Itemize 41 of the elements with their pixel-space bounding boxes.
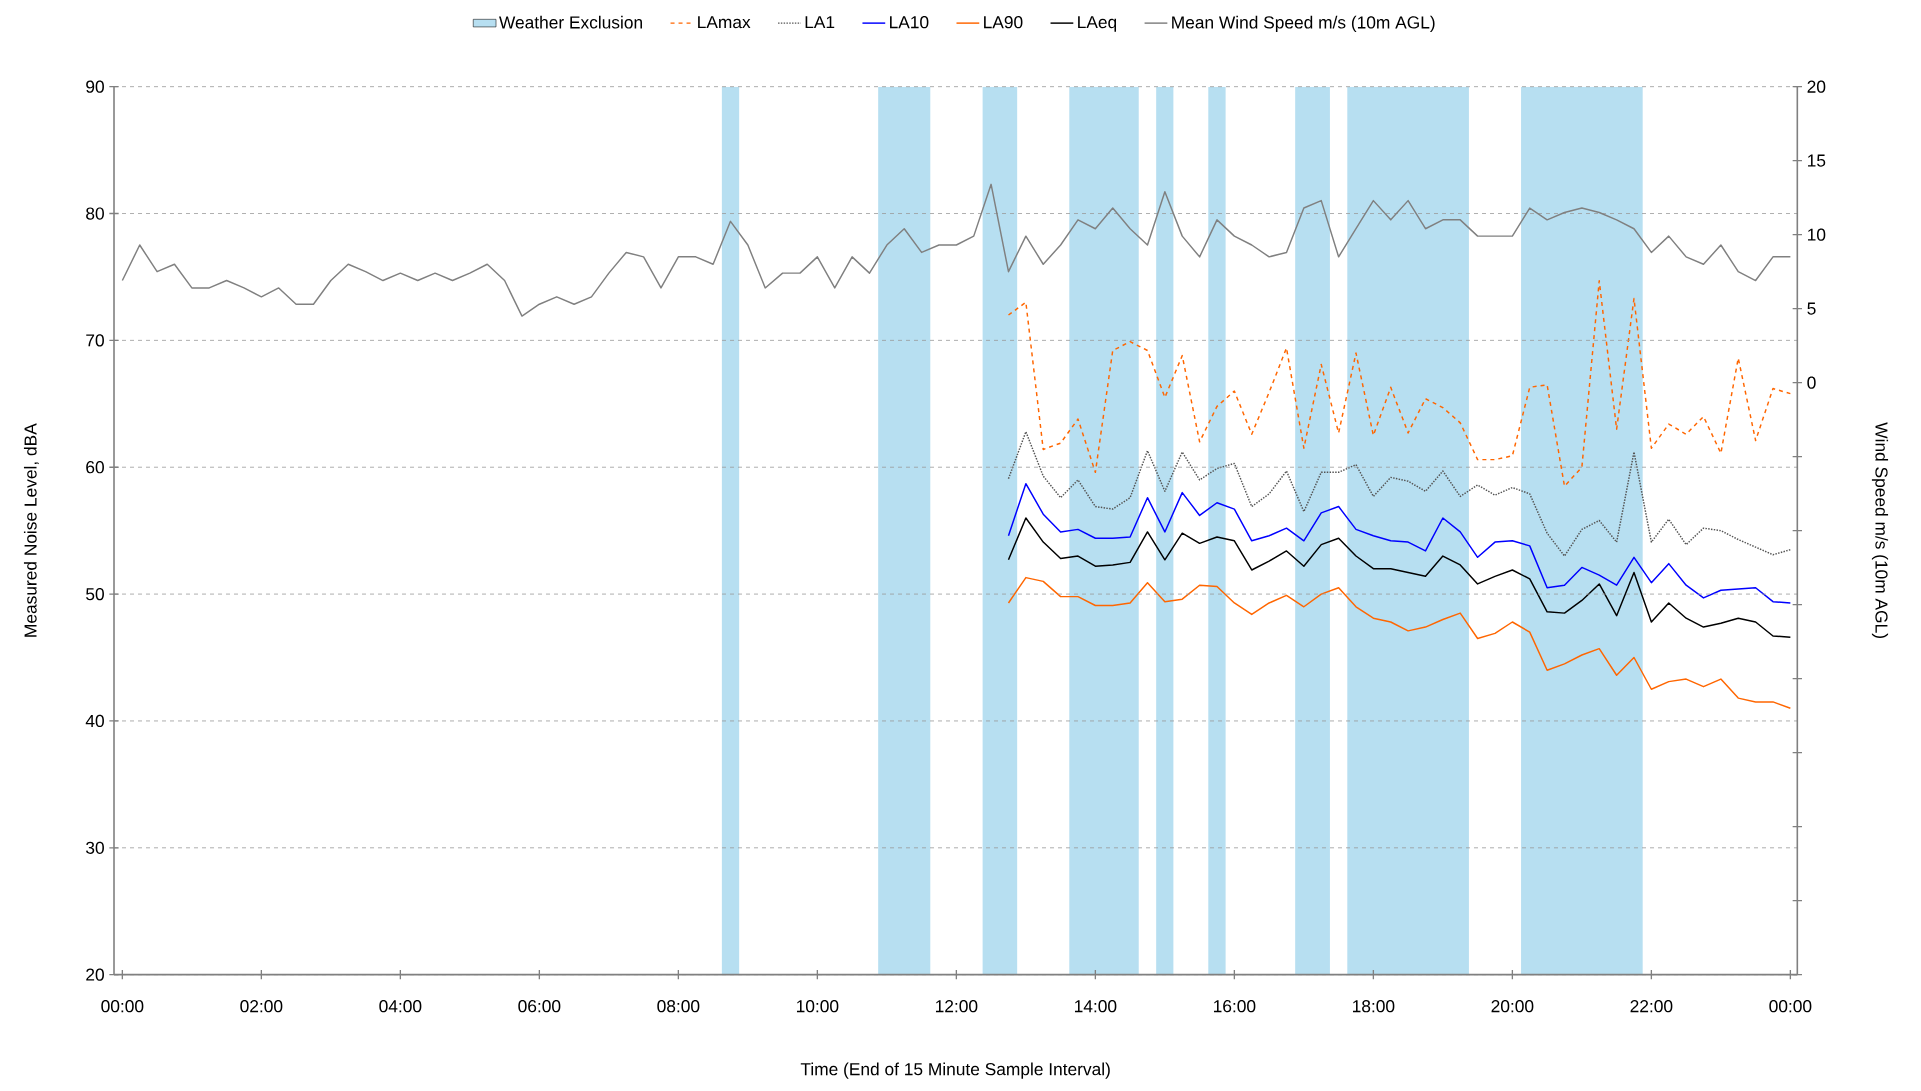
y-tick-label: 40 [85, 714, 104, 728]
legend-label: LA10 [890, 16, 929, 29]
line-series [1007, 517, 1792, 638]
x-tick-label: 10:00 [796, 1000, 839, 1013]
legend-label: LA1 [805, 16, 835, 29]
x-tick-label: 12:00 [935, 1000, 978, 1013]
x-tick-label: 02:00 [240, 1000, 283, 1013]
x-tick-label: 00:00 [1769, 1000, 1812, 1013]
y2-tick-label: 20 [1807, 80, 1826, 93]
x-tick-label: 20:00 [1491, 1000, 1534, 1013]
x-tick-label: 06:00 [518, 1000, 561, 1013]
y-tick-label: 30 [86, 841, 104, 854]
y2-axis-title: Wind Speed m/s (10m AGL) [1871, 422, 1889, 638]
y-axis-title: Measured Noise Level, dBA [23, 423, 39, 637]
x-axis-title: Time (End of 15 Minute Sample Interval) [800, 1062, 1110, 1079]
legend-label: LA90 [984, 16, 1023, 29]
x-tick-label: 14:00 [1074, 1000, 1117, 1013]
legend-label: Weather Exclusion [499, 15, 642, 29]
x-tick-label: 04:00 [379, 1000, 422, 1013]
y-tick-label: 90 [86, 80, 104, 93]
y-tick-label: 60 [86, 461, 104, 474]
y-tick-label: 80 [86, 207, 104, 220]
x-tick-label: 22:00 [1630, 1000, 1673, 1013]
line-series [1007, 576, 1792, 709]
x-tick-label: 16:00 [1213, 1000, 1256, 1013]
line-series [1007, 430, 1792, 557]
y-tick-label: 50 [86, 587, 104, 601]
y2-tick-label: 10 [1808, 228, 1826, 241]
x-tick-label: 00:00 [101, 1000, 144, 1013]
line-series [1007, 280, 1792, 487]
legend-label: LAmax [698, 16, 751, 29]
x-tick-label: 18:00 [1352, 1000, 1395, 1013]
y2-tick-label: 5 [1807, 302, 1816, 315]
y2-tick-label: 15 [1808, 154, 1826, 167]
legend-label: LAeq [1078, 16, 1117, 32]
y2-tick-label: 0 [1807, 376, 1816, 389]
line-series [1007, 482, 1792, 604]
y-tick-label: 70 [86, 334, 104, 347]
y-tick-label: 20 [86, 968, 104, 981]
legend-label: Mean Wind Speed m/s (10m AGL) [1172, 15, 1435, 32]
x-tick-label: 08:00 [657, 1000, 700, 1013]
